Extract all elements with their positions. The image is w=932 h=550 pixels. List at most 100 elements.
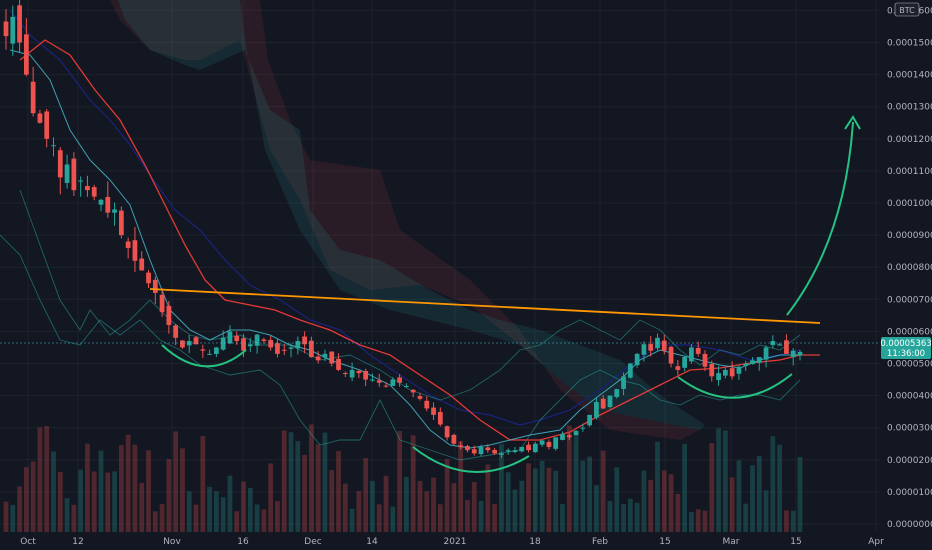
ichimoku-cloud: [110, 0, 705, 440]
x-tick-label: Dec: [304, 537, 321, 547]
candle-body: [492, 450, 497, 454]
volume-bar: [750, 465, 755, 532]
y-tick-label: 0.00015000: [887, 39, 932, 49]
x-tick-label: Mar: [723, 537, 740, 547]
candle-body: [37, 113, 43, 123]
candle-body: [329, 351, 335, 364]
candle-body: [634, 353, 640, 366]
volume-bar: [71, 504, 77, 532]
candle-body: [485, 447, 491, 451]
candle-body: [722, 369, 728, 376]
candle-body: [750, 360, 755, 365]
volume-bar: [234, 511, 240, 532]
volume-bar: [526, 463, 531, 532]
y-tick-label: 0.00000000: [887, 520, 932, 530]
lower-band-line: [0, 234, 801, 461]
y-tick-label: 0.00014000: [887, 71, 932, 81]
candle-body: [146, 272, 151, 284]
volume-bar: [356, 491, 362, 532]
volume-bar: [336, 451, 341, 532]
candle-body: [682, 357, 688, 368]
volume-bar: [118, 445, 124, 532]
countdown-label: 11:36:00: [887, 349, 925, 359]
candle-body: [85, 185, 90, 191]
volume-bar: [139, 482, 145, 532]
y-tick-label: 0.00004000: [887, 392, 932, 402]
candle-body: [539, 440, 545, 445]
x-axis[interactable]: Oct 12 Nov 16 Dec 14 2021 18 Feb 15 Mar 15 Apr: [0, 532, 932, 550]
candle-body: [478, 446, 484, 455]
y-tick-label: 0.00010000: [887, 199, 932, 209]
candle-body: [118, 210, 124, 236]
volume-bar: [281, 430, 287, 532]
volume-bar: [349, 508, 355, 532]
volume-bars: [3, 424, 803, 532]
cup-curve-january: [412, 446, 530, 473]
resistance-trendline: [149, 288, 821, 324]
candle-body: [797, 351, 803, 356]
volume-bar: [682, 443, 688, 532]
volume-bar: [146, 450, 151, 532]
candle-body: [566, 435, 572, 438]
cup-curve-february: [677, 373, 793, 399]
volume-bar: [695, 509, 701, 532]
candle-body: [695, 347, 701, 354]
candle-body: [281, 349, 287, 351]
volume-bar: [716, 428, 721, 532]
volume-bar: [655, 441, 660, 532]
candle-body: [23, 34, 29, 75]
volume-bar: [512, 489, 518, 532]
candle-body: [532, 443, 538, 453]
volume-bar: [322, 432, 328, 532]
volume-bar: [668, 474, 674, 532]
projection-arrow-curve: [786, 121, 854, 316]
volume-bar: [207, 486, 212, 532]
candle-body: [756, 357, 762, 363]
volume-bar: [492, 504, 497, 532]
y-tick-label: 0.00013000: [887, 103, 932, 113]
volume-bar: [784, 510, 789, 532]
volume-bar: [763, 490, 769, 532]
volume-bar: [465, 500, 470, 532]
candle-body: [214, 347, 219, 354]
candle-body: [220, 337, 226, 350]
candle-body: [30, 81, 36, 114]
volume-bar: [159, 503, 165, 532]
candle-body: [560, 434, 565, 440]
volume-bar: [180, 448, 185, 532]
volume-bar: [573, 436, 579, 532]
candle-body: [607, 395, 613, 408]
volume-bar: [736, 460, 742, 532]
candle-body: [241, 338, 246, 351]
x-axis-panel: [0, 532, 932, 550]
volume-bar: [64, 498, 70, 532]
volume-bar: [105, 472, 111, 532]
volume-bar: [648, 479, 654, 532]
volume-bar: [451, 483, 457, 532]
volume-bar: [397, 430, 402, 532]
candle-body: [451, 434, 457, 444]
volume-bar: [268, 463, 274, 532]
candle-body: [790, 350, 796, 358]
volume-bar: [417, 480, 423, 532]
volume-bar: [112, 471, 117, 532]
y-tick-label: 0.00007000: [887, 295, 932, 305]
candle-body: [57, 150, 63, 178]
volume-bar: [532, 468, 538, 532]
y-tick-label: 0.00008000: [887, 263, 932, 273]
volume-bar: [91, 471, 97, 532]
volume-bar: [722, 430, 728, 532]
cup-curve-november: [161, 344, 247, 368]
candle-body: [247, 344, 253, 347]
candle-body: [526, 444, 531, 451]
last-price-tag: 0.00005363 11:36:00: [880, 337, 932, 359]
candle-body: [709, 364, 715, 377]
volume-bar: [376, 504, 382, 532]
y-axis[interactable]: 0.000160000.000150000.000140000.00013000…: [880, 0, 932, 532]
candle-body: [404, 385, 409, 387]
volume-bar: [614, 467, 620, 532]
y-tick-label: 0.00002000: [887, 456, 932, 466]
volume-bar: [505, 472, 511, 532]
candle-body: [322, 353, 328, 358]
